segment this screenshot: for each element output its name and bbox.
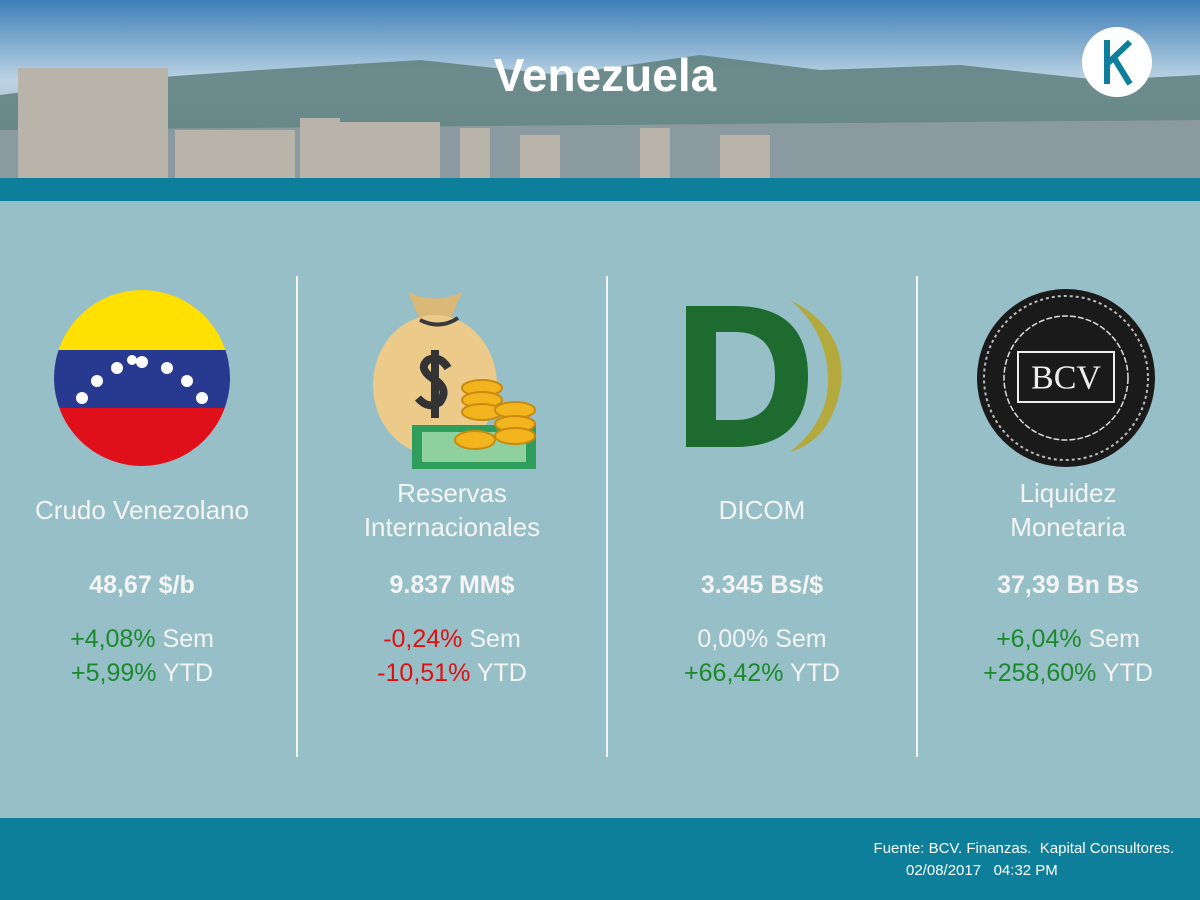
card: DICOM 3.345 Bs/$ 0,00% Sem +66,42% YTD: [612, 470, 912, 690]
header-band: [0, 178, 1200, 201]
change-pct: +6,04%: [996, 625, 1082, 653]
change-row: +6,04% Sem: [918, 622, 1200, 656]
change-period: Sem: [775, 625, 827, 653]
card-name-line: Internacionales: [363, 512, 541, 542]
card-value: 3.345 Bs/$: [700, 571, 824, 599]
bcv-seal: [977, 289, 1155, 467]
card-name-line: Liquidez: [1019, 478, 1117, 508]
change-pct: -0,24%: [383, 625, 463, 653]
card: Crudo Venezolano 48,67 $/b +4,08% Sem +5,99…: [0, 470, 292, 690]
footer-date: 02/08/2017: [906, 862, 982, 879]
card-value: 9.837 MM$: [389, 571, 515, 599]
change-period: YTD: [163, 659, 213, 687]
footer-time: 04:32 PM: [993, 862, 1058, 879]
change-pct: +66,42%: [684, 659, 784, 687]
change-period: Sem: [469, 625, 521, 653]
change-period: Sem: [1088, 625, 1140, 653]
change-period: YTD: [1102, 659, 1153, 687]
dicom-icon: [686, 300, 842, 452]
change-row: +5,99% YTD: [0, 656, 292, 690]
card-name: Reservas Internacionales: [302, 470, 602, 550]
card-value: 37,39 Bn Bs: [997, 571, 1139, 599]
change-pct: +258,60%: [983, 659, 1097, 687]
change-period: YTD: [476, 659, 527, 687]
change-row: +4,08% Sem: [0, 622, 292, 656]
card-value: 48,67 $/b: [89, 571, 195, 599]
change-period: Sem: [162, 625, 214, 653]
bcv-seal-text: BCV: [1031, 360, 1101, 397]
card-name-line: DICOM: [718, 495, 806, 525]
change-pct: 0,00%: [697, 625, 769, 653]
card: Reservas Internacionales 9.837 MM$ -0,24% S…: [302, 470, 602, 690]
page-title: Venezuela: [493, 49, 717, 101]
card-name: Liquidez Monetaria: [918, 470, 1200, 550]
card-name: Crudo Venezolano: [0, 470, 292, 550]
buildings: [18, 68, 770, 178]
change-pct: +4,08%: [70, 625, 156, 653]
change-row: 0,00% Sem: [612, 622, 912, 656]
dividers: [296, 276, 918, 757]
card: Liquidez Monetaria 37,39 Bn Bs +6,04% Sem +2…: [918, 470, 1200, 690]
footer-datetime: 02/08/2017 04:32 PM: [906, 862, 1058, 879]
change-row: -0,24% Sem: [302, 622, 602, 656]
change-pct: -10,51%: [377, 659, 471, 687]
card-name-line: Crudo Venezolano: [35, 495, 249, 525]
change-period: YTD: [789, 659, 840, 687]
card-name: DICOM: [612, 470, 912, 550]
money-icon: [373, 292, 536, 469]
card-name-line: Monetaria: [1010, 512, 1126, 542]
brand-logo-mark: [1104, 39, 1133, 86]
flag-icon: [54, 290, 230, 466]
change-row: +258,60% YTD: [918, 656, 1200, 690]
change-row: -10,51% YTD: [302, 656, 602, 690]
change-pct: +5,99%: [71, 659, 157, 687]
footer-band: [0, 818, 1200, 900]
change-row: +66,42% YTD: [612, 656, 912, 690]
card-name-line: Reservas: [397, 478, 507, 508]
footer-source: Fuente: BCV. Finanzas. Kapital Consultor…: [873, 840, 1174, 857]
